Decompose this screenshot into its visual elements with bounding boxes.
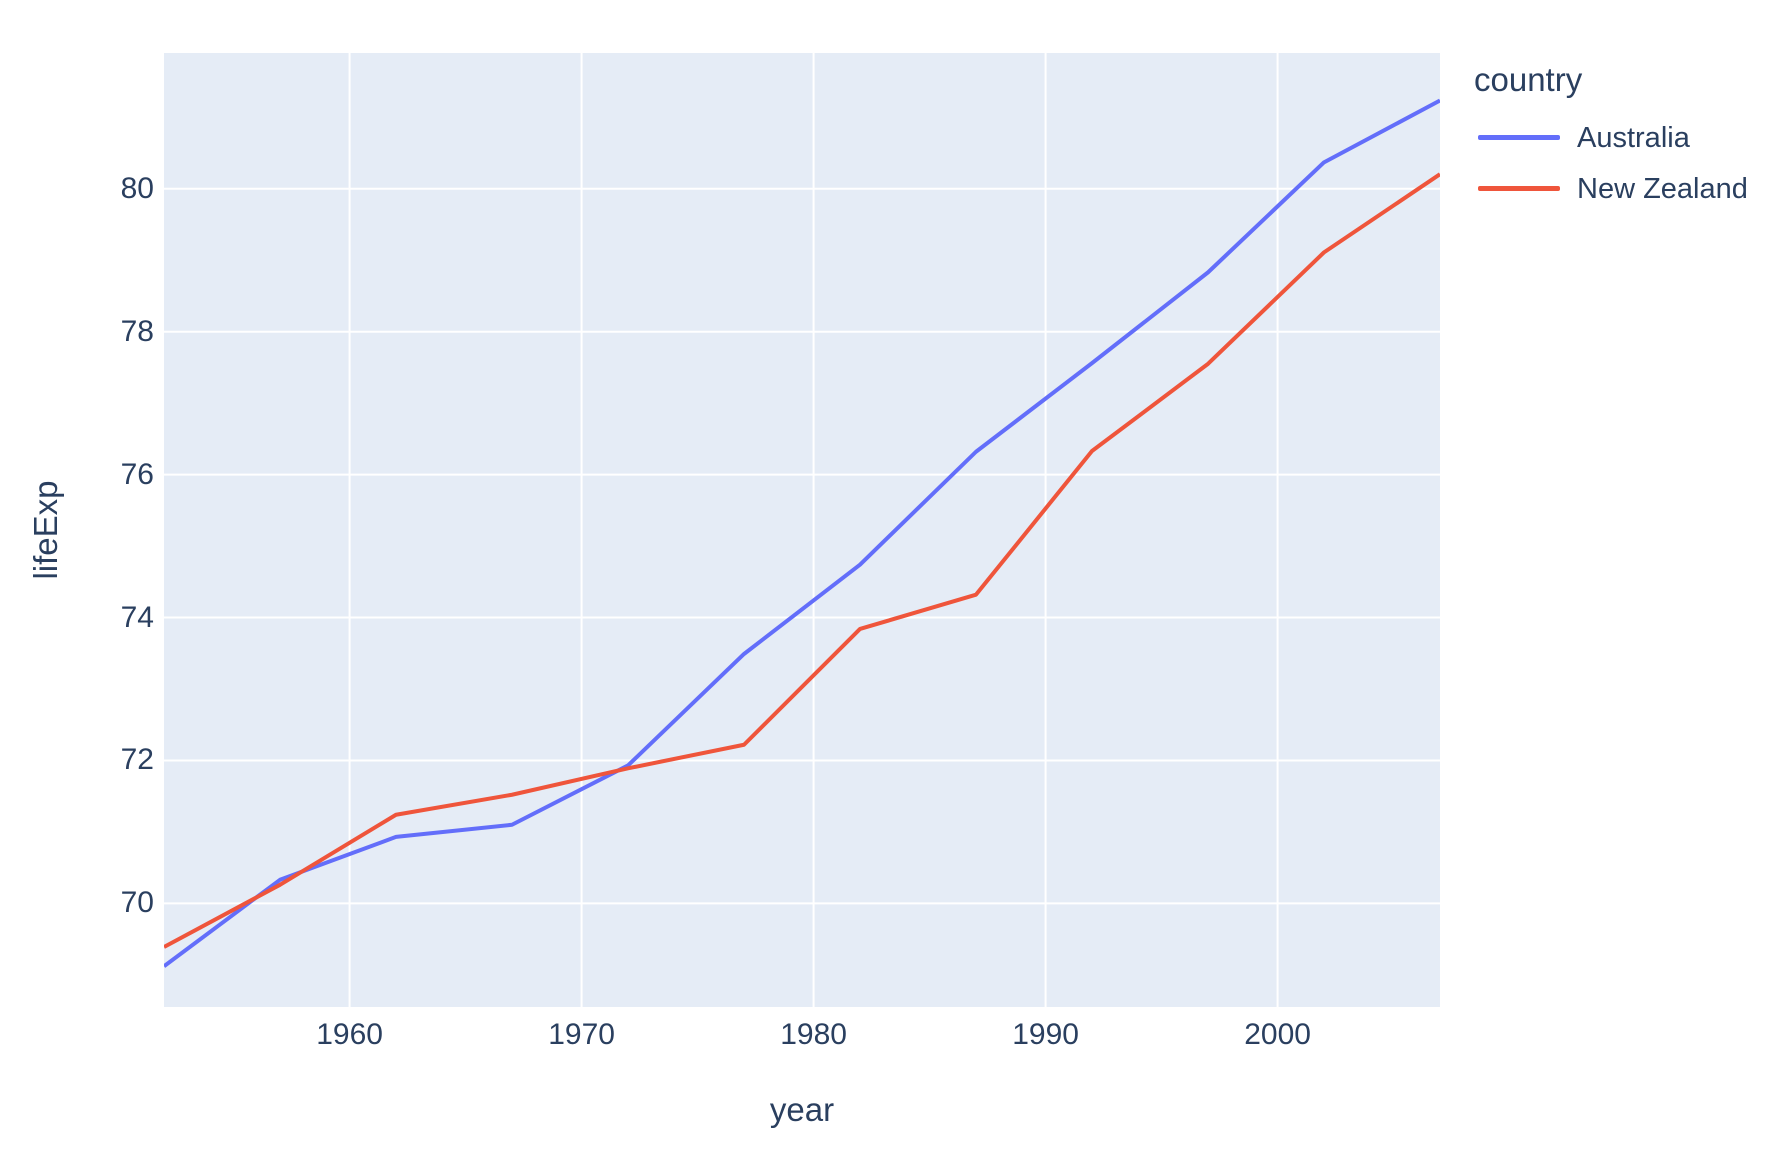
plot-canvas[interactable]	[164, 53, 1440, 1007]
x-tick-label: 1960	[316, 1018, 383, 1051]
y-tick-label: 76	[120, 457, 154, 491]
x-tick-label: 1970	[548, 1018, 615, 1051]
x-tick-label: 1980	[780, 1018, 847, 1051]
legend-item-label: Australia	[1577, 121, 1690, 154]
line-series-australia[interactable]	[164, 98, 1440, 968]
legend-item-new-zealand[interactable]: New Zealand	[1470, 163, 1770, 214]
legend-item-label: New Zealand	[1577, 172, 1748, 205]
plot-area[interactable]	[164, 53, 1440, 1007]
legend-title: country	[1474, 61, 1583, 98]
y-tick-label: 70	[120, 886, 154, 920]
legend-items: Australia New Zealand	[1470, 112, 1770, 214]
x-tick-label: 2000	[1244, 1018, 1311, 1051]
x-tick-label: 1990	[1012, 1018, 1079, 1051]
x-axis-title: year	[769, 1091, 835, 1128]
y-tick-label: 80	[120, 171, 154, 205]
legend-line-swatch	[1478, 186, 1560, 191]
legend-item-australia[interactable]: Australia	[1470, 112, 1770, 163]
legend-line-swatch	[1478, 135, 1560, 140]
legend: country Australia New Zealand	[1470, 60, 1770, 214]
y-tick-label: 72	[120, 743, 154, 777]
y-tick-label: 78	[120, 314, 154, 348]
y-tick-label: 74	[120, 600, 154, 634]
line-series-new-zealand[interactable]	[164, 172, 1440, 949]
y-axis-title: lifeExp	[27, 480, 64, 580]
